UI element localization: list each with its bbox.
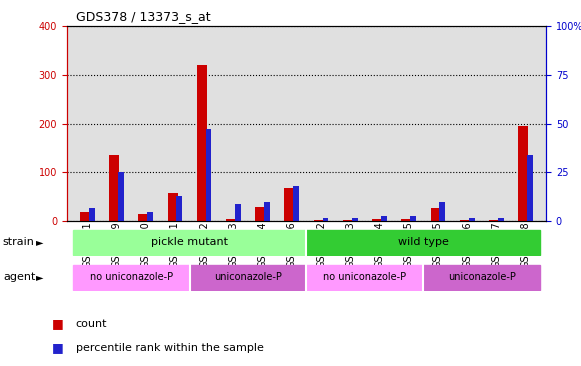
Text: GSM3846: GSM3846 — [462, 221, 472, 268]
Bar — [352, 217, 358, 221]
Text: GSM3847: GSM3847 — [492, 221, 501, 268]
Bar — [431, 208, 441, 221]
Text: wild type: wild type — [398, 238, 449, 247]
Bar — [177, 196, 182, 221]
Text: GSM3845: GSM3845 — [433, 221, 443, 268]
Bar — [527, 155, 533, 221]
Text: GSM3855: GSM3855 — [404, 221, 414, 268]
Bar — [118, 172, 124, 221]
Text: no uniconazole-P: no uniconazole-P — [89, 272, 173, 282]
Bar — [226, 219, 236, 221]
Text: ■: ■ — [52, 317, 64, 330]
Text: GSM3850: GSM3850 — [141, 221, 150, 268]
Text: GSM3856: GSM3856 — [287, 221, 297, 268]
Bar — [73, 265, 189, 290]
Text: agent: agent — [3, 272, 35, 282]
Bar — [469, 217, 475, 221]
Text: pickle mutant: pickle mutant — [151, 238, 228, 247]
Bar — [401, 219, 411, 221]
Bar — [322, 217, 328, 221]
Bar — [89, 208, 95, 221]
Bar — [381, 216, 387, 221]
Bar — [189, 265, 307, 290]
Text: GSM3843: GSM3843 — [228, 221, 238, 268]
Bar — [293, 186, 299, 221]
Bar — [138, 214, 149, 221]
Bar — [498, 217, 504, 221]
Bar — [372, 219, 382, 221]
Text: GSM3851: GSM3851 — [170, 221, 180, 268]
Text: GSM3853: GSM3853 — [345, 221, 356, 268]
Text: GSM3842: GSM3842 — [199, 221, 209, 268]
Text: ►: ► — [36, 238, 43, 247]
Bar — [197, 65, 207, 221]
Bar — [147, 212, 153, 221]
Bar — [489, 220, 499, 221]
Bar — [518, 126, 529, 221]
Bar — [235, 204, 241, 221]
Bar — [80, 212, 90, 221]
Bar — [307, 230, 540, 255]
Text: GSM3852: GSM3852 — [316, 221, 326, 268]
Text: uniconazole-P: uniconazole-P — [214, 272, 282, 282]
Text: ■: ■ — [52, 341, 64, 354]
Bar — [73, 230, 307, 255]
Text: GDS378 / 13373_s_at: GDS378 / 13373_s_at — [77, 10, 211, 23]
Bar — [424, 265, 540, 290]
Bar — [307, 265, 424, 290]
Bar — [206, 130, 211, 221]
Bar — [109, 155, 119, 221]
Bar — [167, 193, 178, 221]
Text: GSM3844: GSM3844 — [257, 221, 268, 268]
Text: uniconazole-P: uniconazole-P — [448, 272, 516, 282]
Bar — [285, 188, 295, 221]
Text: percentile rank within the sample: percentile rank within the sample — [76, 343, 263, 353]
Text: ►: ► — [36, 272, 43, 282]
Text: no uniconazole-P: no uniconazole-P — [324, 272, 407, 282]
Bar — [460, 220, 470, 221]
Bar — [410, 216, 416, 221]
Text: strain: strain — [3, 238, 35, 247]
Text: count: count — [76, 319, 107, 329]
Text: GSM3849: GSM3849 — [112, 221, 121, 268]
Bar — [343, 220, 353, 221]
Bar — [264, 202, 270, 221]
Text: GSM3848: GSM3848 — [521, 221, 530, 268]
Bar — [439, 202, 445, 221]
Text: GSM3854: GSM3854 — [375, 221, 385, 268]
Bar — [255, 207, 266, 221]
Text: GSM3841: GSM3841 — [83, 221, 92, 268]
Bar — [314, 220, 324, 221]
